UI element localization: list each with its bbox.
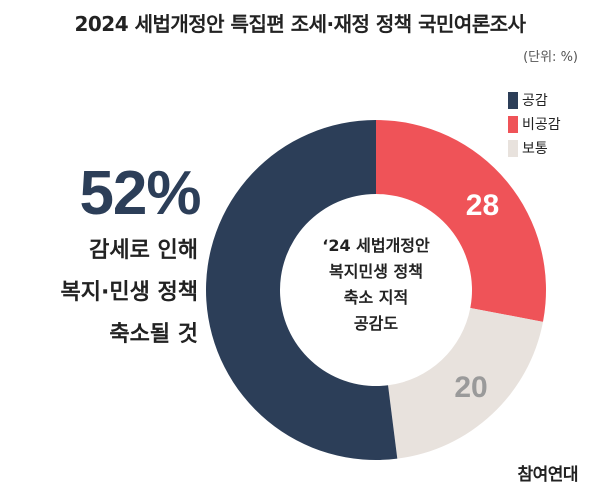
headline-line-3: 축소될 것 [109, 322, 198, 347]
value-label-disagree: 28 [466, 189, 499, 222]
donut-value-labels: 28 20 [454, 189, 499, 404]
legend-swatch-disagree [508, 115, 518, 133]
legend-item-agree: 공감 [508, 88, 561, 112]
headline-text: 감세로 인해 복지·민생 정책 축소될 것 [0, 230, 198, 356]
legend-label-neutral: 보통 [522, 141, 548, 157]
headline-line-1: 감세로 인해 [89, 238, 198, 263]
slice-agree [206, 120, 398, 460]
center-line-3: 축소 지적 [343, 288, 409, 307]
center-line-2: 복지민생 정책 [329, 262, 423, 281]
legend-label-agree: 공감 [522, 93, 548, 109]
legend-swatch-neutral [508, 139, 518, 157]
chart-title: 2024 세법개정안 특집편 조세·재정 정책 국민여론조사 [74, 12, 526, 36]
logo-text: 참여연대 [517, 465, 578, 485]
unit-label: (단위: %) [523, 50, 578, 65]
donut-center-label: ‘24 세법개정안 복지민생 정책 축소 지적 공감도 [282, 233, 470, 337]
donut-slices [206, 120, 546, 460]
headline-percent: 52% [79, 159, 201, 228]
legend: 공감 비공감 보통 [508, 88, 561, 160]
legend-label-disagree: 비공감 [522, 117, 561, 133]
legend-item-neutral: 보통 [508, 136, 561, 160]
legend-swatch-agree [508, 91, 518, 109]
slice-neutral [388, 307, 543, 459]
headline-line-2: 복지·민생 정책 [60, 280, 198, 305]
center-line-4: 공감도 [353, 314, 399, 333]
legend-item-disagree: 비공감 [508, 112, 561, 136]
slice-disagree [376, 120, 546, 322]
value-label-neutral: 20 [454, 371, 487, 404]
center-line-1: ‘24 세법개정안 [322, 236, 430, 255]
